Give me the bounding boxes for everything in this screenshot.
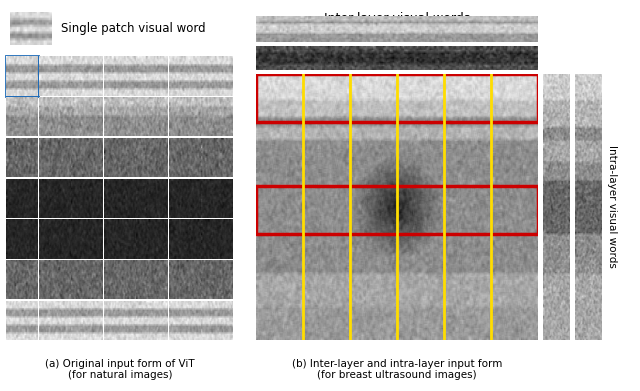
Text: (a) Original input form of ViT
(for natural images): (a) Original input form of ViT (for natu…	[45, 359, 195, 380]
Text: Intra-layer visual words: Intra-layer visual words	[607, 145, 618, 268]
Text: Single patch visual word: Single patch visual word	[61, 22, 205, 35]
Bar	[6, 56, 38, 95]
Text: (b) Inter-layer and intra-layer input form
(for breast ultrasound images): (b) Inter-layer and intra-layer input fo…	[292, 359, 502, 380]
Bar	[257, 74, 538, 122]
Text: Inter-layer visual words: Inter-layer visual words	[324, 12, 470, 25]
Bar	[257, 186, 538, 234]
